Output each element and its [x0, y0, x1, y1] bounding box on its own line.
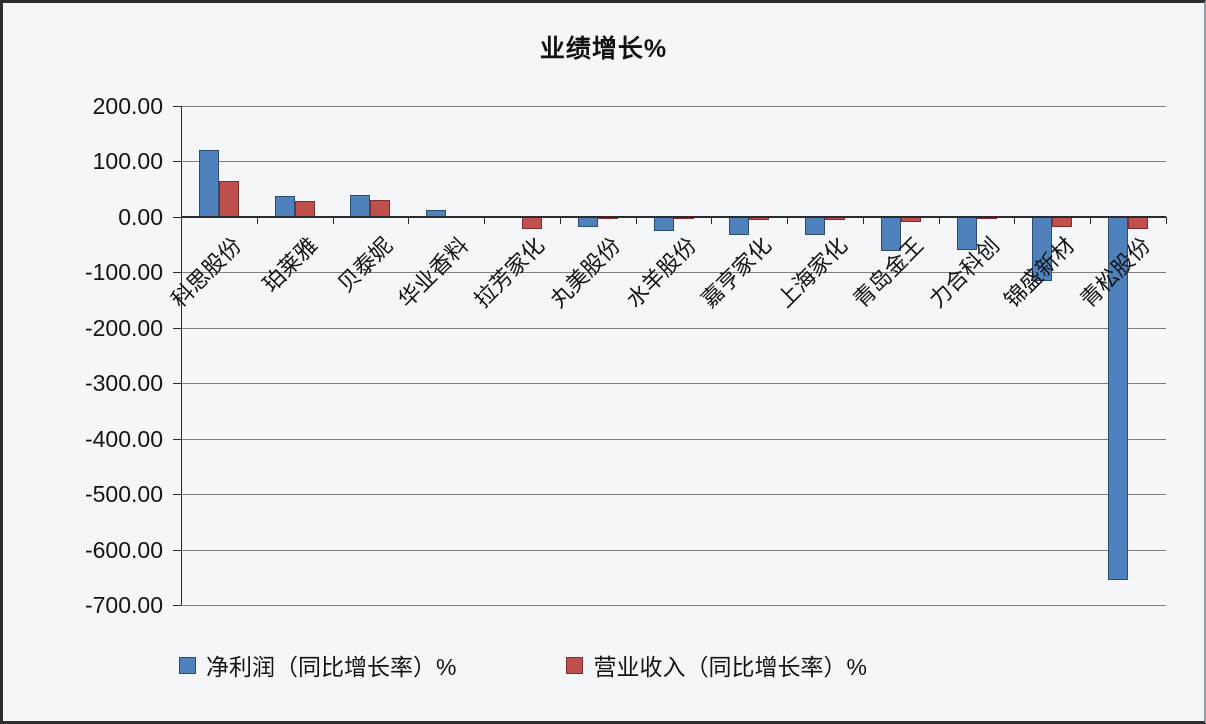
y-axis-label: -400.00: [84, 425, 163, 452]
x-category-label: 贝泰妮: [333, 232, 398, 297]
y-axis-tick: [173, 272, 181, 274]
y-axis-tick: [173, 494, 181, 496]
x-category-label: 锦盛新材: [999, 232, 1080, 313]
y-axis-tick: [173, 383, 181, 385]
gridline: [181, 106, 1166, 107]
bar-net-profit: [274, 196, 295, 217]
x-category-label: 水羊股份: [620, 232, 701, 313]
gridline: [181, 272, 1166, 274]
plot-area: 200.00 100.00 0.00 -100.00 -200.00 -300.00 -40…: [3, 3, 1204, 721]
y-axis-label: -700.00: [84, 592, 163, 618]
y-axis-tick: [173, 438, 181, 440]
legend-label-revenue: 营业收入（同比增长率）%: [593, 654, 867, 680]
x-axis-tick: [181, 216, 182, 224]
y-axis-label: -300.00: [84, 370, 163, 397]
gridline: [181, 549, 1166, 551]
y-axis-label: -600.00: [84, 536, 163, 563]
bar-revenue: [370, 199, 391, 217]
y-axis-tick: [173, 605, 181, 606]
y-axis-tick: [173, 549, 181, 551]
x-axis-tick: [1090, 216, 1092, 224]
x-axis-tick: [332, 216, 334, 224]
gridline: [181, 383, 1166, 385]
y-axis-label: 200.00: [92, 93, 163, 119]
bar-revenue: [1128, 216, 1149, 230]
bar-net-profit: [653, 216, 674, 231]
x-axis-line: [181, 215, 1166, 218]
gridline: [181, 327, 1166, 329]
x-axis-tick: [484, 216, 486, 224]
y-axis-label: -200.00: [84, 314, 163, 341]
x-axis-tick: [408, 216, 410, 224]
x-axis-tick: [635, 216, 637, 224]
x-axis-tick: [711, 216, 713, 224]
y-axis-tick: [173, 106, 181, 107]
bar-revenue: [294, 201, 315, 217]
gridline: [181, 438, 1166, 440]
bar-net-profit: [577, 216, 598, 227]
y-axis-line: [181, 106, 182, 605]
y-axis-label: 0.00: [118, 203, 163, 230]
bar-net-profit: [805, 216, 826, 236]
bar-revenue: [521, 216, 542, 229]
gridline: [181, 494, 1166, 496]
bar-net-profit: [198, 150, 219, 217]
legend: 净利润（同比增长率）% 营业收入（同比增长率）%: [179, 648, 867, 682]
bar-net-profit: [729, 216, 750, 235]
chart-title: 业绩增长%: [539, 35, 668, 63]
y-axis-tick: [173, 161, 181, 163]
gridline: [181, 605, 1166, 606]
legend-swatch-blue: [179, 656, 196, 674]
legend-item-net-profit: 净利润（同比增长率）%: [179, 648, 456, 682]
bar-net-profit: [350, 195, 371, 217]
x-category-label: 嘉亨家化: [696, 232, 777, 313]
x-axis-tick: [1166, 216, 1167, 224]
x-axis-tick: [938, 216, 940, 224]
y-axis-tick: [173, 216, 181, 218]
y-axis-label: -500.00: [84, 481, 163, 508]
x-axis-tick: [787, 216, 789, 224]
legend-item-revenue: 营业收入（同比增长率）%: [566, 648, 867, 682]
x-category-label: 科思股份: [166, 232, 247, 313]
legend-label-net-profit: 净利润（同比增长率）%: [206, 654, 457, 680]
x-axis-tick: [559, 216, 561, 224]
bar-revenue: [1052, 216, 1073, 227]
y-axis-label: 100.00: [92, 148, 163, 175]
legend-swatch-red: [566, 656, 584, 674]
gridline: [181, 161, 1166, 163]
x-axis-tick: [256, 216, 258, 224]
x-axis-tick: [862, 216, 864, 224]
y-axis-tick: [173, 327, 181, 329]
bar-revenue: [218, 180, 239, 217]
x-axis-tick: [1014, 216, 1016, 224]
y-axis-label: -100.00: [84, 259, 163, 286]
